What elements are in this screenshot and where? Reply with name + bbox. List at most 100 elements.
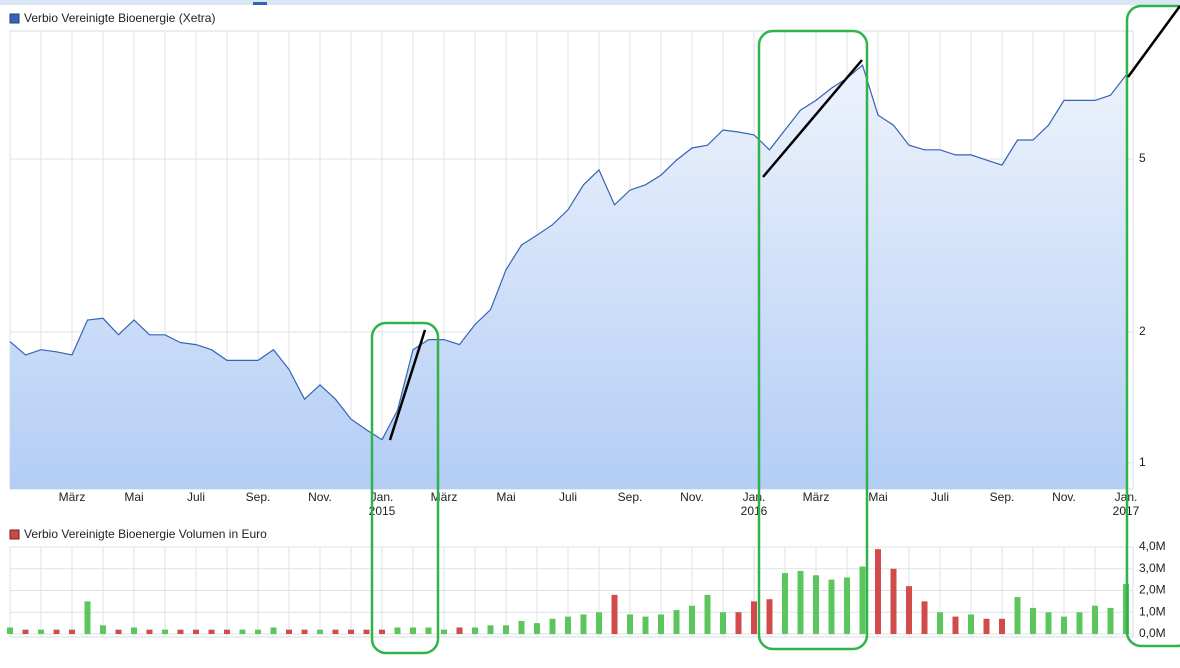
x-tick-label: Mai [496, 490, 515, 504]
highlight-box [757, 29, 869, 651]
volume-bar [704, 594, 711, 634]
x-tick-label: Sep. [618, 490, 643, 504]
x-year-label: 2016 [741, 504, 768, 518]
trend-line [388, 329, 427, 441]
x-tick-label: Nov. [680, 490, 704, 504]
volume-bar [1030, 607, 1036, 634]
x-tick-label: Sep. [990, 490, 1015, 504]
volume-bar [1107, 607, 1114, 634]
volume-bar [890, 568, 897, 634]
volume-bar [22, 629, 29, 634]
volume-bar [658, 614, 664, 634]
volume-bar [689, 605, 695, 634]
volume-bar [1061, 616, 1067, 634]
volume-bar [565, 616, 571, 634]
trend-line [1126, 5, 1180, 78]
volume-bar [983, 618, 990, 634]
trend-line [762, 59, 863, 178]
volume-bar [859, 566, 866, 634]
x-tick-label: Juli [559, 490, 577, 504]
volume-bar [224, 629, 230, 634]
volume-bar [131, 627, 137, 634]
volume-bar [270, 627, 277, 634]
volume-bar [1014, 597, 1021, 634]
x-tick-label: Sep. [246, 490, 271, 504]
x-year-label: 2015 [369, 504, 396, 518]
volume-bar [410, 627, 416, 634]
volume-bar [952, 616, 959, 634]
volume-bar [286, 629, 292, 634]
y-tick-label: 0,0M [1139, 626, 1166, 640]
volume-bar [720, 612, 726, 634]
volume-bar [813, 575, 819, 634]
volume-bar [549, 618, 556, 634]
volume-bar [766, 599, 773, 634]
volume-bar [100, 625, 106, 634]
volume-bar [534, 623, 540, 634]
volume-bar [1092, 605, 1098, 634]
volume-bar [53, 629, 60, 634]
x-tick-label: Mai [868, 490, 887, 504]
volume-bar [301, 629, 308, 634]
volume-bar [7, 627, 13, 634]
volume-bar [332, 629, 339, 634]
x-tick-label: März [59, 490, 86, 504]
volume-bar [1076, 612, 1083, 634]
y-tick-label: 2 [1139, 324, 1146, 338]
volume-bar [968, 614, 974, 634]
x-tick-label: März [803, 490, 830, 504]
highlight-box [1125, 4, 1180, 648]
tab-indicator [253, 2, 267, 5]
volume-bar [239, 629, 246, 634]
volume-bar [580, 614, 587, 634]
volume-bar [487, 625, 494, 634]
y-tick-label: 3,0M [1139, 561, 1166, 575]
volume-bar [906, 586, 912, 634]
volume-bar [84, 601, 91, 634]
x-tick-label: Nov. [308, 490, 332, 504]
volume-bar [782, 573, 788, 634]
volume-bar [627, 614, 633, 634]
annotations [370, 4, 1180, 655]
volume-bar [1045, 612, 1052, 634]
y-tick-label: 1 [1139, 455, 1146, 469]
volume-bar [146, 629, 153, 634]
volume-bar [735, 612, 742, 634]
x-tick-label: Jan. [743, 490, 766, 504]
volume-bar [596, 612, 602, 634]
legend-swatch [9, 13, 20, 24]
volume-bar [394, 627, 401, 634]
volume-bar [38, 629, 44, 634]
volume-bar [921, 601, 928, 634]
top-strip [0, 0, 1180, 5]
volume-bar [348, 629, 354, 634]
x-tick-label: Jan. [371, 490, 394, 504]
highlight-box [370, 321, 440, 655]
volume-bar [425, 627, 432, 634]
area-fill [10, 65, 1126, 489]
volume-bar [642, 616, 649, 634]
legend-label: Verbio Vereinigte Bioenergie Volumen in … [24, 527, 267, 541]
volume-bar [456, 627, 463, 634]
volume-bar [999, 618, 1005, 634]
volume-bar [177, 629, 184, 634]
volume-bar [193, 629, 199, 634]
volume-bar [317, 629, 323, 634]
legend-label: Verbio Vereinigte Bioenergie (Xetra) [24, 11, 215, 25]
volume-bar [472, 627, 478, 634]
volume-bar [797, 570, 804, 634]
volume-bar [875, 549, 881, 634]
volume-bar [363, 629, 370, 634]
volume-bar [115, 629, 122, 634]
volume-bar [937, 612, 943, 634]
volume-bar [255, 629, 261, 634]
volume-bar [208, 629, 215, 634]
x-tick-label: Nov. [1052, 490, 1076, 504]
volume-bar [503, 625, 509, 634]
volume-bar [673, 610, 680, 634]
volume-bar [69, 629, 75, 634]
y-tick-label: 2,0M [1139, 583, 1166, 597]
y-tick-label: 1,0M [1139, 604, 1166, 618]
